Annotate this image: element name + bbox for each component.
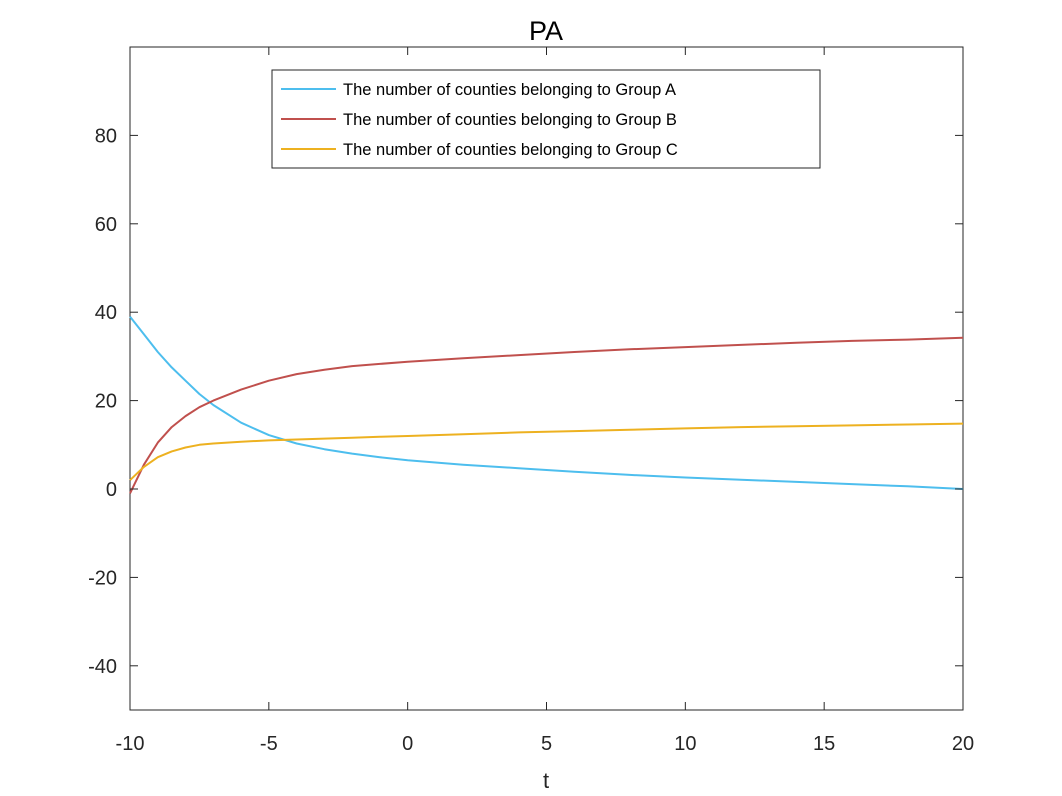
y-tick-label: 60 <box>95 214 117 236</box>
x-tick-label: -5 <box>260 733 278 755</box>
legend-box <box>271 69 821 169</box>
y-tick-label: -40 <box>88 656 117 678</box>
x-tick-label: 5 <box>541 733 552 755</box>
x-tick-label: -10 <box>116 733 145 755</box>
series-line-2 <box>129 336 964 494</box>
y-tick-label: 40 <box>95 302 117 324</box>
series-layer <box>129 315 964 494</box>
series-line-1 <box>129 315 964 490</box>
legend: The number of counties belonging to Grou… <box>271 69 821 169</box>
x-axis-label: t <box>543 768 549 793</box>
x-tick-label: 20 <box>952 733 974 755</box>
x-tick-label: 0 <box>402 733 413 755</box>
series-line-3 <box>129 422 964 481</box>
y-tick-label: -20 <box>88 567 117 589</box>
x-tick-label: 15 <box>813 733 835 755</box>
y-tick-label: 80 <box>95 125 117 147</box>
y-tick-label: 20 <box>95 391 117 413</box>
x-tick-label: 10 <box>674 733 696 755</box>
legend-label-2: The number of counties belonging to Grou… <box>343 111 677 129</box>
legend-label-1: The number of counties belonging to Grou… <box>343 81 676 99</box>
chart-title: PA <box>529 16 563 46</box>
y-tick-label: 0 <box>106 479 117 501</box>
tick-layer: -10 -5 0 5 10 15 20 -40 -20 0 20 40 60 80 <box>88 47 974 755</box>
legend-label-3: The number of counties belonging to Grou… <box>343 141 678 159</box>
